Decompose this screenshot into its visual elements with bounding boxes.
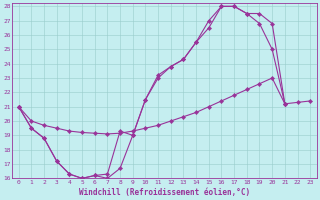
X-axis label: Windchill (Refroidissement éolien,°C): Windchill (Refroidissement éolien,°C) [79, 188, 250, 197]
